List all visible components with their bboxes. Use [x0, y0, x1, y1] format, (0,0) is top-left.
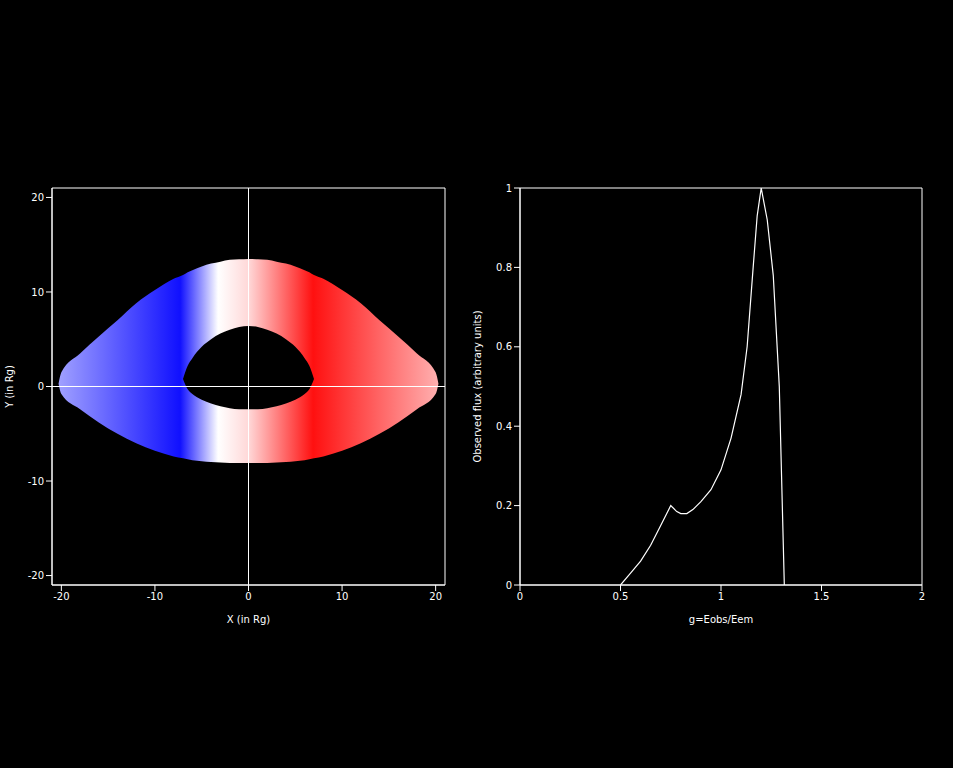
svg-text:0.8: 0.8 — [496, 262, 512, 273]
svg-text:2: 2 — [919, 591, 925, 602]
svg-text:0.6: 0.6 — [496, 341, 512, 352]
svg-text:1.5: 1.5 — [814, 591, 830, 602]
svg-text:g=Eobs/Eem: g=Eobs/Eem — [689, 614, 753, 625]
svg-text:10: 10 — [336, 591, 349, 602]
svg-text:0.5: 0.5 — [613, 591, 629, 602]
svg-text:0: 0 — [506, 580, 512, 591]
svg-text:-20: -20 — [53, 591, 69, 602]
svg-text:-10: -10 — [147, 591, 163, 602]
svg-text:-10: -10 — [28, 476, 44, 487]
svg-text:Y (in Rg): Y (in Rg) — [4, 365, 15, 409]
svg-text:0.2: 0.2 — [496, 500, 512, 511]
svg-text:20: 20 — [31, 192, 44, 203]
svg-text:0: 0 — [38, 381, 44, 392]
svg-text:0: 0 — [245, 591, 251, 602]
svg-text:X (in Rg): X (in Rg) — [227, 614, 271, 625]
svg-text:10: 10 — [31, 287, 44, 298]
svg-text:-20: -20 — [28, 570, 44, 581]
svg-text:0: 0 — [517, 591, 523, 602]
svg-text:1: 1 — [506, 183, 512, 194]
svg-text:1: 1 — [718, 591, 724, 602]
svg-text:20: 20 — [429, 591, 442, 602]
svg-text:Observed flux (arbitrary units: Observed flux (arbitrary units) — [472, 310, 483, 462]
svg-text:0.4: 0.4 — [496, 421, 512, 432]
